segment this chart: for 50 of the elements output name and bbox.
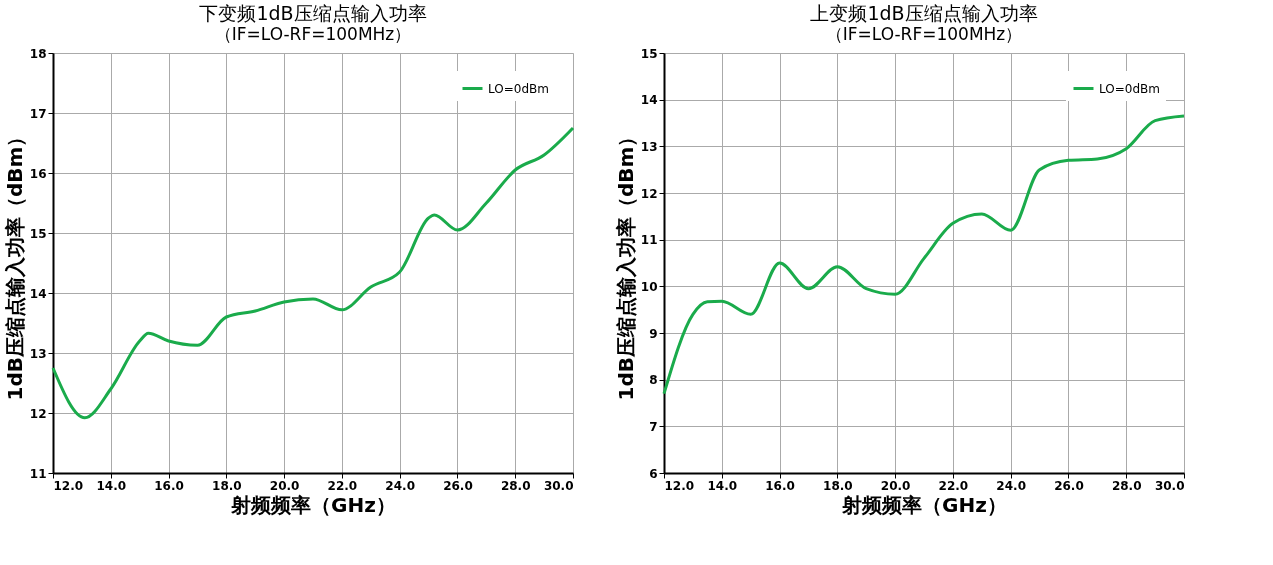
chart-subtitle: （IF=LO-RF=100MHz） [214, 24, 412, 44]
x-tick-label: 20.0 [269, 478, 300, 493]
x-tick-label: 14.0 [707, 478, 738, 493]
x-tick-label: 24.0 [385, 478, 415, 493]
y-tick-label: 12 [29, 406, 47, 421]
x-tick-label: 20.0 [880, 478, 911, 493]
y-tick-label: 14 [640, 93, 658, 108]
legend-label: LO=0dBm [488, 81, 549, 96]
y-tick-label: 10 [640, 279, 658, 294]
y-tick-label: 11 [640, 233, 658, 248]
y-tick-label: 15 [29, 226, 47, 241]
x-tick-label: 14.0 [96, 478, 127, 493]
x-tick-label: 16.0 [154, 478, 184, 493]
line-series [662, 114, 1186, 396]
x-tick-label: 28.0 [1111, 478, 1142, 493]
y-tick-label: 15 [640, 46, 658, 61]
y-tick-label: 18 [29, 46, 47, 61]
y-tick-label: 9 [649, 326, 658, 341]
y-tick-label: 17 [29, 106, 47, 121]
y-tick-label: 7 [649, 419, 658, 434]
chart-title: 上变频1dB压缩点输入功率 [810, 2, 1038, 24]
y-tick-label: 11 [29, 466, 47, 481]
x-tick-label: 26.0 [443, 478, 473, 493]
x-tick-label: 16.0 [765, 478, 795, 493]
y-tick-label: 8 [649, 373, 658, 388]
x-tick-label: 12.0 [53, 478, 84, 493]
x-axis-title: 射频频率（GHz） [230, 492, 396, 517]
y-tick-label: 13 [29, 346, 47, 361]
y-tick-label: 6 [649, 466, 658, 481]
x-tick-label: 18.0 [823, 478, 853, 493]
chart-subtitle: （IF=LO-RF=100MHz） [825, 24, 1023, 44]
x-tick-label: 30.0 [543, 478, 574, 493]
legend-label: LO=0dBm [1099, 81, 1160, 96]
x-tick-label: 28.0 [500, 478, 531, 493]
x-tick-label: 22.0 [327, 478, 358, 493]
y-axis-title: 1dB压缩点输入功率（dBm） [613, 126, 638, 401]
y-tick-label: 13 [640, 139, 658, 154]
x-tick-label: 26.0 [1054, 478, 1084, 493]
x-tick-label: 12.0 [664, 478, 695, 493]
y-tick-label: 14 [29, 286, 47, 301]
x-tick-label: 30.0 [1154, 478, 1185, 493]
x-tick-label: 22.0 [938, 478, 969, 493]
x-axis-title: 射频频率（GHz） [841, 492, 1007, 517]
y-tick-label: 16 [29, 166, 47, 181]
y-axis-title: 1dB压缩点输入功率（dBm） [2, 126, 27, 401]
x-tick-label: 24.0 [996, 478, 1026, 493]
line-series [51, 126, 575, 420]
x-tick-label: 18.0 [212, 478, 242, 493]
y-tick-label: 12 [640, 186, 658, 201]
chart-title: 下变频1dB压缩点输入功率 [199, 2, 427, 24]
